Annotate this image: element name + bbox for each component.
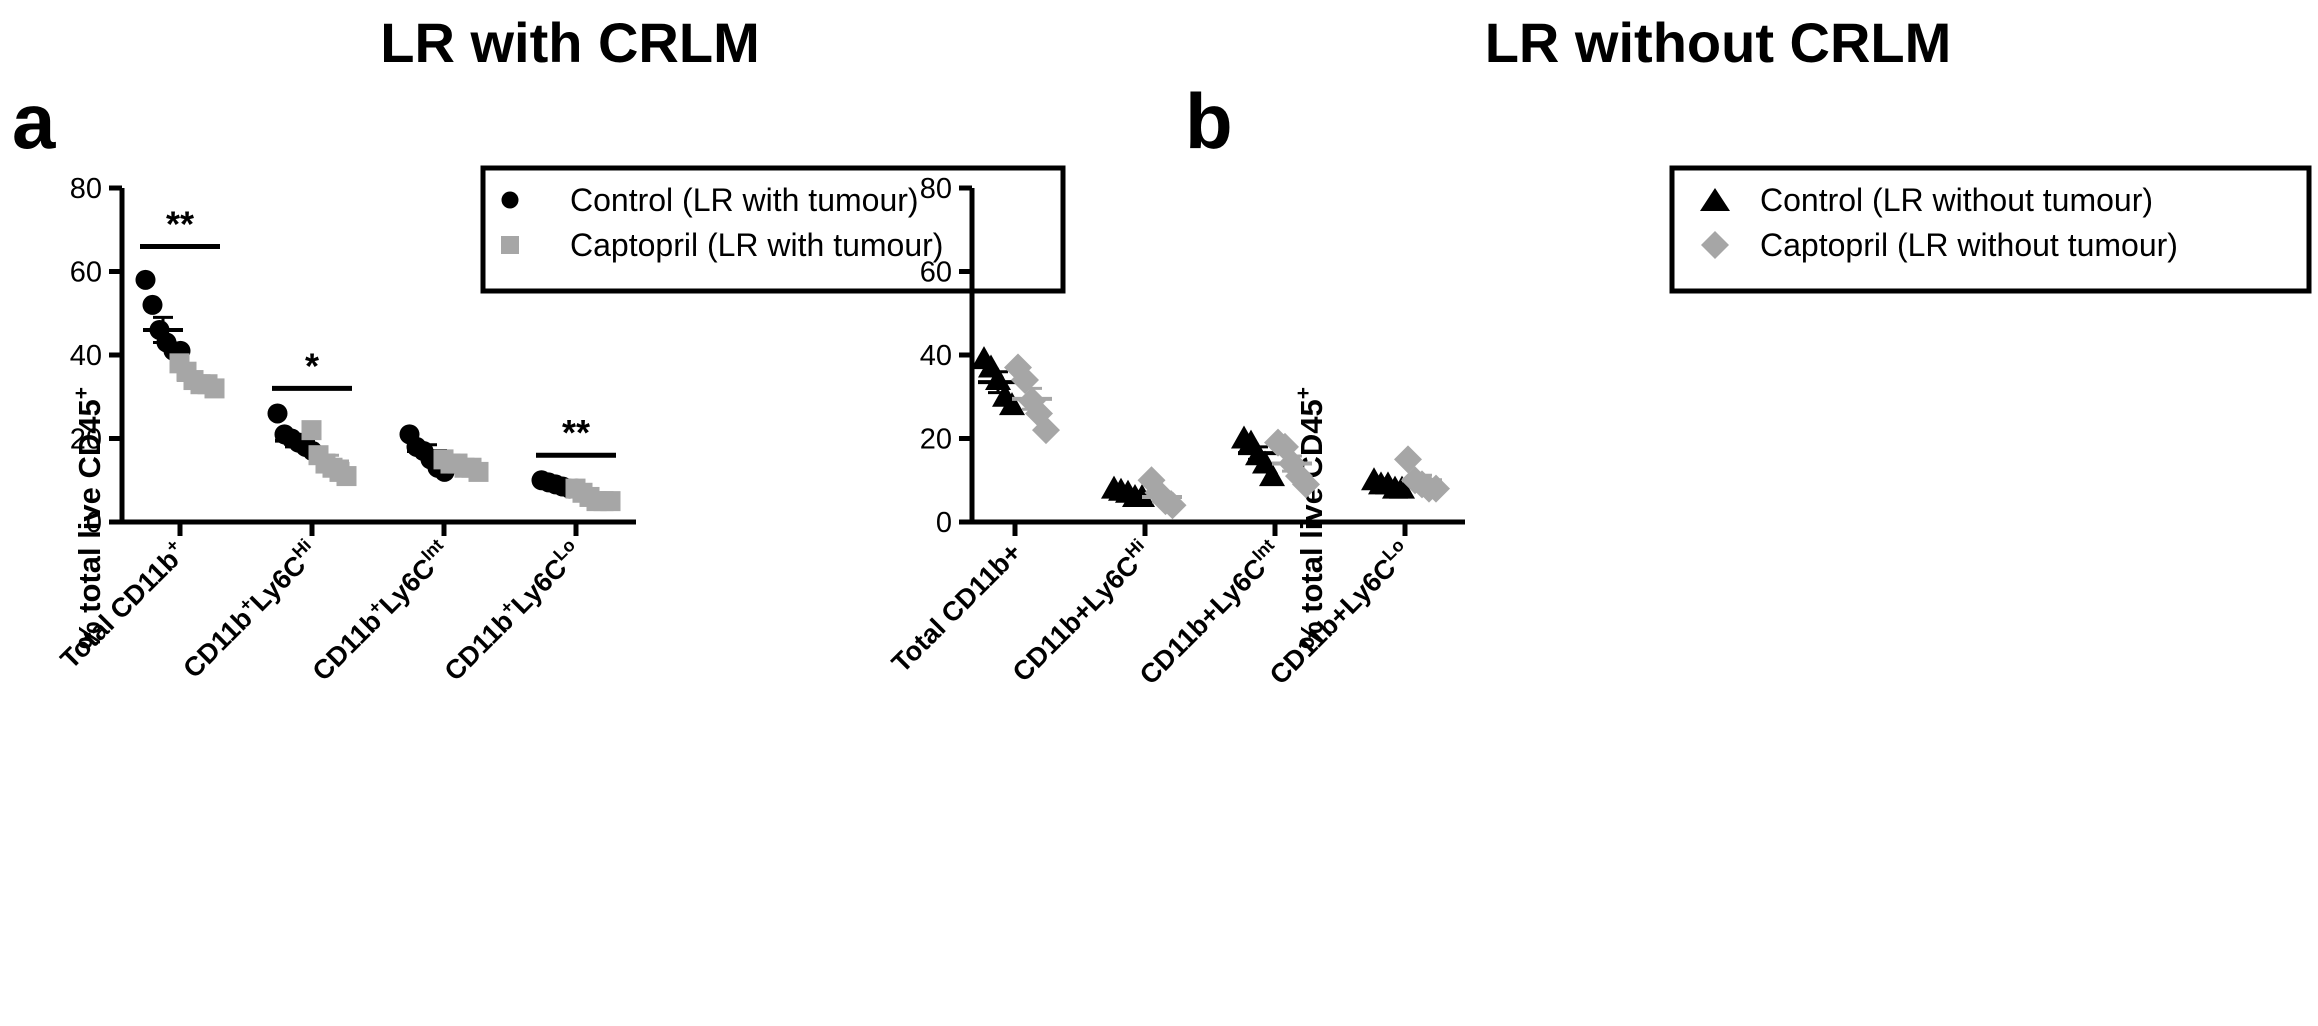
y-tick-label: 60 [920,257,952,289]
y-tick-label: 40 [70,340,102,372]
x-tick-label: CD11b+Ly6CHi [175,535,324,684]
panel-b-ylabel-sup: + [1292,387,1315,399]
y-tick-label: 60 [70,257,102,289]
x-tick-label-part: CD11b [307,606,388,687]
y-tick-label: 0 [936,507,952,539]
y-tick-label: 80 [920,173,952,205]
x-tick-label-part: CD11b+Ly6C [1134,553,1272,691]
legend-frame [480,165,1066,294]
x-tick-label: Total CD11b+ [886,537,1027,678]
data-point [600,491,621,512]
panel-a-letter: a [12,77,56,165]
legend-marker-circle [501,191,519,209]
legend-marker-diamond [1701,231,1729,259]
x-tick-label: CD11b+Ly6CLo [1262,535,1417,690]
x-tick-label-part: CD11b [439,606,520,687]
data-point [1032,416,1060,445]
x-tick-label: CD11b+Ly6CHi [1005,535,1158,688]
legend-frame [1669,165,2312,294]
data-point [999,392,1025,416]
y-tick-label: 20 [70,424,102,456]
significance-label: * [305,345,319,386]
x-tick-label-part: CD11b [177,603,258,684]
data-point [135,269,156,290]
data-point [336,466,357,487]
legend-marker-square [501,236,519,254]
data-point [1389,475,1415,499]
panel-a-title: LR with CRLM [380,11,759,74]
panel-a-ylabel-sup: + [70,387,93,399]
data-point [1259,463,1285,487]
y-tick-label: 20 [920,424,952,456]
legend-marker-triangle [1700,188,1730,211]
data-point [267,403,288,424]
panel-a-ylabel-main: % total live CD45 [72,399,107,649]
y-tick-label: 80 [70,173,102,205]
data-point [204,378,225,399]
panel-b-letter: b [1185,77,1233,165]
y-tick-label: 0 [86,507,102,539]
data-point [142,294,163,315]
legend-label-captopril: Captopril (LR without tumour) [1760,227,2178,263]
panel-a-ylabel: % total live CD45+ [70,387,107,649]
panel-a-legend: Control (LR with tumour) Captopril (LR w… [480,165,1066,294]
significance-label: ** [166,203,194,244]
panel-b-title: LR without CRLM [1485,11,1952,74]
legend-label-captopril: Captopril (LR with tumour) [570,227,943,263]
significance-label: ** [562,412,590,453]
y-tick-label: 40 [920,340,952,372]
panel-b-legend: Control (LR without tumour) Captopril (L… [1669,165,2312,294]
legend-label-control: Control (LR with tumour) [570,182,919,218]
data-point [301,420,322,441]
data-point [1292,470,1320,499]
legend-label-control: Control (LR without tumour) [1760,182,2153,218]
x-tick-label: CD11b+Ly6CLo [437,535,589,687]
x-tick-label: CD11b+Ly6CInt [1132,535,1287,690]
x-tick-label-part: CD11b+Ly6C [1264,553,1402,691]
x-tick-label-part: CD11b+Ly6C [1007,550,1145,688]
x-tick-label: CD11b+Ly6CInt [305,535,457,687]
x-tick-label-part: Total CD11b+ [886,537,1027,678]
